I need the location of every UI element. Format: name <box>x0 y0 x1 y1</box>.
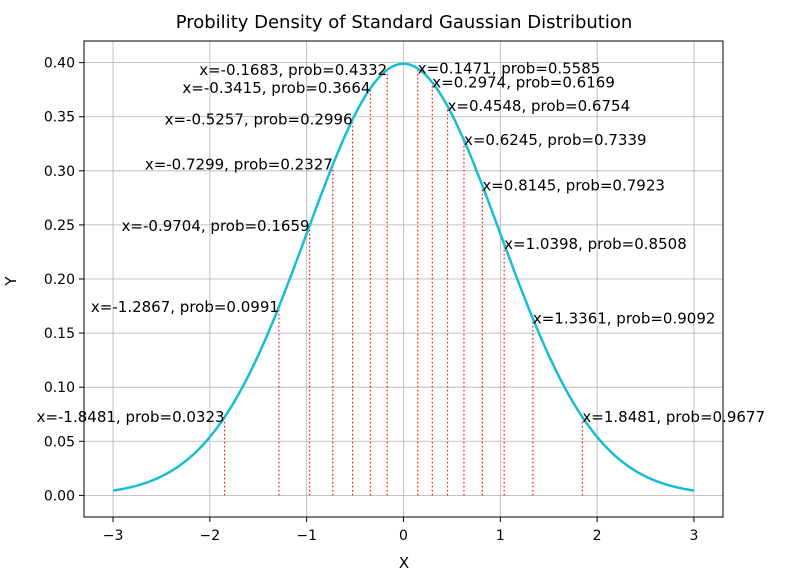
marker-lines <box>223 68 584 496</box>
density-curve <box>112 62 695 492</box>
y-axis-label: Y <box>2 276 20 287</box>
x-axis-ticks: −3 −2 −1 0 1 2 3 <box>103 517 698 544</box>
y-tick-label: 0.40 <box>44 56 75 72</box>
marker-annotation: x=0.2974, prob=0.6169 <box>432 73 615 91</box>
x-tick-label: −3 <box>103 528 124 544</box>
marker-annotation: x=1.0398, prob=0.8508 <box>504 235 687 253</box>
y-axis-ticks: 0.00 0.05 0.10 0.15 0.20 0.25 0.30 0.35 0.40 <box>44 56 84 504</box>
marker-annotation: x=1.3361, prob=0.9092 <box>533 310 716 328</box>
y-tick-label: 0.05 <box>44 434 75 450</box>
marker-annotation: x=-0.3415, prob=0.3664 <box>182 79 370 97</box>
annotations: x=-1.8481, prob=0.0323 x=-1.2867, prob=0.… <box>37 59 765 426</box>
marker-annotation: x=0.1471, prob=0.5585 <box>418 59 601 77</box>
y-tick-label: 0.25 <box>44 218 75 234</box>
x-tick-label: 2 <box>593 528 602 544</box>
marker-annotation: x=1.8481, prob=0.9677 <box>582 408 765 426</box>
curve-layer <box>112 62 695 492</box>
marker-annotation: x=-1.2867, prob=0.0991 <box>91 298 279 316</box>
y-tick-label: 0.15 <box>44 326 75 342</box>
x-axis-label: X <box>399 554 409 572</box>
x-tick-label: 0 <box>399 528 408 544</box>
marker-annotation: x=0.6245, prob=0.7339 <box>464 131 647 149</box>
y-tick-label: 0.35 <box>44 110 75 126</box>
marker-annotation: x=-1.8481, prob=0.0323 <box>37 408 225 426</box>
x-tick-label: −2 <box>200 528 221 544</box>
x-tick-label: −1 <box>296 528 317 544</box>
marker-annotation: x=0.4548, prob=0.6754 <box>448 97 631 115</box>
marker-annotation: x=0.8145, prob=0.7923 <box>482 177 665 195</box>
y-tick-label: 0.20 <box>44 272 75 288</box>
x-tick-label: 3 <box>689 528 698 544</box>
x-tick-label: 1 <box>496 528 505 544</box>
marker-annotation: x=-0.9704, prob=0.1659 <box>122 217 310 235</box>
marker-annotation: x=-0.5257, prob=0.2996 <box>165 110 353 128</box>
y-tick-label: 0.30 <box>44 164 75 180</box>
marker-annotation: x=-0.1683, prob=0.4332 <box>199 61 387 79</box>
marker-annotation: x=-0.7299, prob=0.2327 <box>145 156 333 174</box>
y-tick-label: 0.00 <box>44 488 75 504</box>
y-tick-label: 0.10 <box>44 380 75 396</box>
grid <box>84 41 723 517</box>
chart-title: Probility Density of Standard Gaussian D… <box>176 12 633 33</box>
